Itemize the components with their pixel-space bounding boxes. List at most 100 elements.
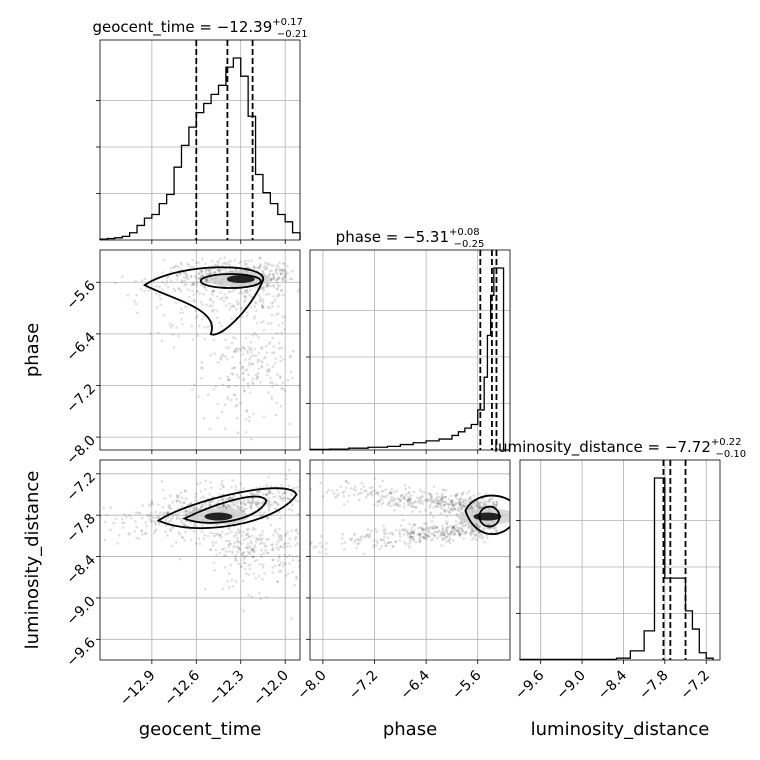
sample-point: [397, 504, 400, 508]
frame-phase: [309, 249, 511, 451]
sample-point: [103, 538, 107, 542]
sample-point: [261, 501, 265, 505]
sample-point: [452, 505, 456, 509]
sample-point: [219, 356, 223, 359]
sample-point: [409, 494, 413, 498]
sample-point: [478, 500, 482, 504]
sample-point: [157, 522, 161, 526]
sample-point: [169, 326, 173, 329]
sample-point: [262, 357, 266, 360]
sample-point: [457, 529, 461, 533]
sample-point: [213, 270, 216, 274]
sample-point: [190, 274, 193, 278]
sample-point: [244, 295, 248, 299]
sample-point: [236, 431, 240, 435]
sample-point: [342, 503, 346, 506]
sample-point: [239, 502, 243, 506]
sample-point: [161, 281, 164, 284]
histogram-luminosity_distance: [519, 477, 714, 661]
sample-point: [408, 532, 412, 536]
sample-point: [247, 498, 250, 502]
sample-point: [191, 338, 195, 341]
sample-point: [434, 501, 437, 504]
sample-point: [376, 481, 379, 484]
sample-point: [446, 525, 450, 529]
sample-point: [429, 501, 433, 504]
sample-point: [217, 501, 220, 504]
sample-point: [258, 501, 261, 505]
sample-point: [279, 569, 283, 573]
sample-point: [201, 257, 204, 261]
sample-point: [211, 499, 215, 503]
sample-point: [175, 495, 179, 498]
sample-point: [282, 542, 286, 546]
frame-geocent_time: [99, 39, 301, 241]
sample-point: [374, 527, 377, 531]
sample-point: [259, 263, 262, 266]
sample-point: [340, 542, 344, 545]
sample-point: [266, 321, 270, 325]
sample-point: [187, 264, 190, 267]
sample-point: [243, 556, 247, 560]
sample-point: [284, 562, 287, 566]
sample-point: [281, 315, 284, 318]
sample-point: [261, 300, 265, 304]
sample-point: [203, 549, 206, 552]
sample-point: [267, 505, 271, 508]
sample-point: [258, 489, 261, 493]
sample-point: [480, 497, 484, 501]
sample-point: [250, 549, 253, 553]
sample-point: [231, 289, 235, 293]
sample-point: [248, 391, 252, 394]
sample-point: [457, 500, 461, 504]
sample-point: [264, 493, 267, 496]
sample-point: [253, 501, 256, 505]
sample-point: [346, 500, 350, 503]
sample-point: [114, 281, 117, 285]
sample-point: [232, 304, 235, 307]
sample-point: [467, 501, 471, 504]
sample-point: [241, 551, 245, 555]
sample-point: [453, 507, 457, 511]
ytick-label-luminosity_distance: −7.2: [63, 469, 98, 504]
sample-point: [434, 526, 437, 529]
sample-point: [271, 548, 274, 552]
sample-point: [248, 500, 251, 504]
sample-point: [267, 497, 270, 500]
sample-point: [353, 532, 357, 535]
sample-point: [158, 515, 161, 519]
sample-point: [260, 502, 264, 506]
sample-point: [454, 502, 458, 506]
sample-point: [260, 541, 263, 545]
sample-point: [214, 541, 218, 544]
sample-point: [149, 332, 152, 335]
sample-point: [281, 277, 284, 280]
sample-point: [222, 485, 225, 489]
sample-point: [295, 554, 298, 558]
sample-point: [219, 268, 223, 272]
sample-point: [178, 272, 181, 276]
sample-point: [281, 564, 285, 568]
sample-point: [452, 527, 456, 530]
sample-point: [193, 508, 197, 511]
sample-point: [494, 504, 498, 507]
sample-point: [266, 284, 269, 287]
sample-point: [342, 494, 345, 498]
sample-point: [293, 477, 296, 480]
sample-point: [274, 530, 277, 533]
sample-point: [304, 585, 307, 588]
sample-point: [194, 316, 198, 320]
sample-point: [407, 498, 411, 501]
sample-point: [221, 268, 225, 271]
sample-point: [283, 270, 287, 273]
sample-point: [240, 307, 244, 311]
sample-point: [250, 547, 254, 551]
sample-point: [298, 564, 300, 568]
sample-point: [270, 313, 274, 317]
sample-point: [469, 495, 472, 499]
sample-point: [175, 264, 178, 268]
sample-point: [177, 265, 180, 269]
sample-point: [387, 501, 390, 505]
sample-point: [474, 534, 478, 537]
sample-point: [227, 543, 231, 547]
